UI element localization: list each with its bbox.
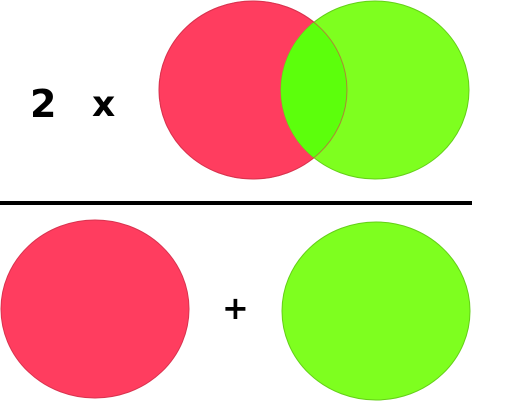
denominator-green-circle: [281, 221, 471, 401]
denominator-red-circle: [0, 219, 190, 399]
numerator-red-outline: [158, 0, 348, 180]
plus-symbol: +: [222, 289, 249, 327]
fraction-bar: [0, 201, 472, 205]
coefficient-label: 2: [30, 82, 56, 126]
times-symbol: x: [92, 84, 115, 125]
numerator-overlap-region: [281, 1, 347, 179]
